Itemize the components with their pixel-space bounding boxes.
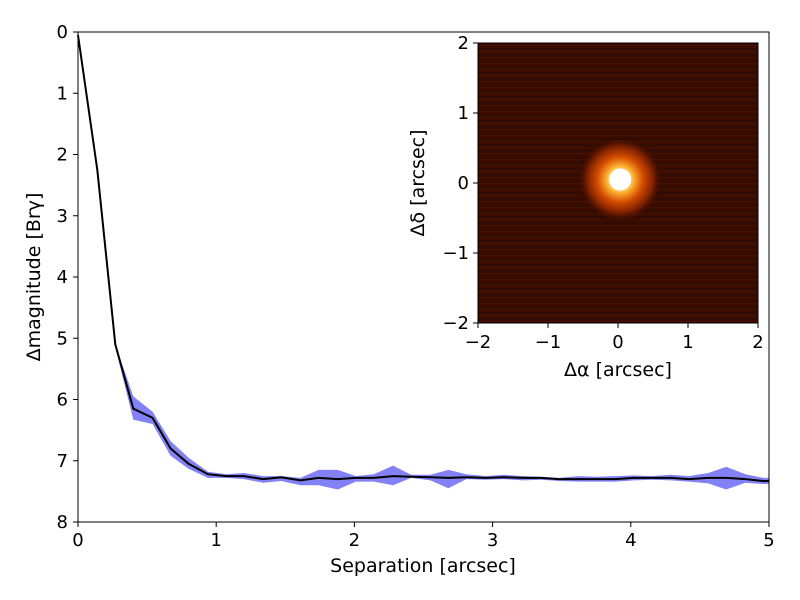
inset-x-axis-label: Δα [arcsec]	[564, 359, 672, 381]
star-core	[609, 168, 632, 191]
main-y-tick-label: 2	[57, 145, 68, 166]
inset-y-tick-label: −1	[442, 243, 469, 264]
main-y-tick-label: 7	[57, 451, 68, 472]
main-x-tick-label: 0	[72, 530, 83, 551]
inset-y-tick-label: −2	[442, 313, 469, 334]
inset-x-tick-label: 0	[612, 332, 623, 353]
contrast-curve-line	[77, 34, 769, 482]
main-y-tick-label: 4	[57, 267, 68, 288]
main-y-tick-label: 5	[57, 328, 68, 349]
main-y-tick-label: 3	[57, 206, 68, 227]
main-y-tick-label: 6	[57, 390, 68, 411]
inset-y-tick-label: 1	[458, 103, 469, 124]
main-y-axis-label: Δmagnitude [Brγ]	[23, 193, 45, 362]
inset-x-tick-label: −1	[535, 332, 562, 353]
main-x-tick-label: 1	[210, 530, 221, 551]
main-y-tick-label: 8	[57, 512, 68, 533]
inset-x-tick-label: −2	[465, 332, 492, 353]
main-y-ticks: 0 1 2 3 4 5 6 7 8	[57, 22, 78, 533]
inset-image-panel: −2 −1 0 1 2 −2 −1 0 1 2 Δα [arcsec] Δδ [arcsec]	[407, 33, 764, 381]
main-x-tick-label: 5	[763, 530, 774, 551]
main-x-tick-label: 2	[349, 530, 360, 551]
inset-x-tick-label: 2	[752, 332, 763, 353]
main-x-tick-label: 4	[625, 530, 636, 551]
main-y-tick-label: 1	[57, 83, 68, 104]
main-y-tick-label: 0	[57, 22, 68, 43]
inset-y-ticks: −2 −1 0 1 2	[442, 33, 478, 334]
inset-x-tick-label: 1	[682, 332, 693, 353]
inset-x-ticks: −2 −1 0 1 2	[465, 323, 764, 353]
inset-y-tick-label: 2	[458, 33, 469, 54]
inset-y-tick-label: 0	[458, 173, 469, 194]
main-plot: 0 1 2 3 4 5 0 1 2 3 4 5 6 7 8 Separation [arcsec] Δma…	[23, 22, 775, 577]
main-x-ticks: 0 1 2 3 4 5	[72, 522, 775, 551]
main-x-axis-label: Separation [arcsec]	[330, 555, 516, 577]
inset-y-axis-label: Δδ [arcsec]	[407, 129, 429, 236]
main-x-tick-label: 3	[487, 530, 498, 551]
